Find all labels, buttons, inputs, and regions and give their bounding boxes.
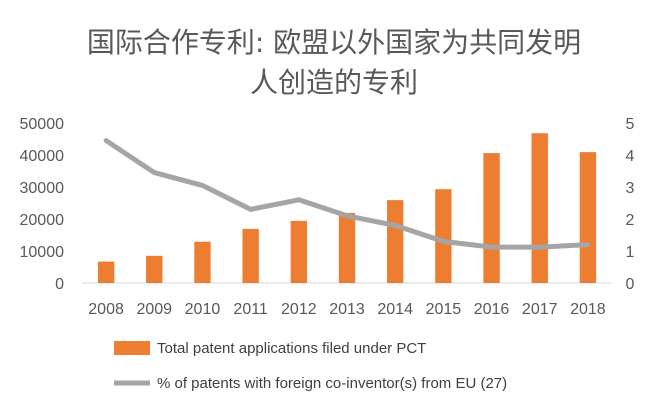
x-axis-tick-label: 2010 xyxy=(185,301,221,318)
x-axis-tick-label: 2016 xyxy=(474,301,510,318)
bar xyxy=(194,241,211,283)
left-axis-tick-label: 10000 xyxy=(20,244,65,261)
legend-bar-label: Total patent applications filed under PC… xyxy=(157,340,426,357)
bar-series xyxy=(97,133,597,283)
chart-title-line-1: 国际合作专利: 欧盟以外国家为共同发明 xyxy=(87,26,581,59)
right-y-axis: 0 1 2 3 4 5 xyxy=(626,116,635,293)
line-series xyxy=(103,138,591,250)
legend-bar-swatch xyxy=(114,341,150,355)
x-axis-tick-label: 2014 xyxy=(377,301,413,318)
legend: Total patent applications filed under PC… xyxy=(114,340,507,392)
right-axis-tick-label: 1 xyxy=(626,244,635,261)
left-axis-tick-label: 50000 xyxy=(20,116,65,133)
left-axis-tick-label: 30000 xyxy=(20,180,65,197)
right-axis-tick-label: 0 xyxy=(626,276,635,293)
bar xyxy=(483,153,500,283)
line-path xyxy=(103,138,591,250)
right-axis-tick-label: 3 xyxy=(626,180,635,197)
right-axis-tick-label: 2 xyxy=(626,212,635,229)
bar xyxy=(338,212,356,283)
legend-line-label: % of patents with foreign co-inventor(s)… xyxy=(157,375,507,392)
left-axis-tick-label: 40000 xyxy=(20,148,65,165)
bar xyxy=(290,220,308,283)
chart-title: 国际合作专利: 欧盟以外国家为共同发明 人创造的专利 xyxy=(87,26,581,99)
x-axis-tick-label: 2013 xyxy=(329,301,365,318)
x-axis-tick-label: 2009 xyxy=(136,301,172,318)
x-axis-tick-label: 2015 xyxy=(426,301,462,318)
bar xyxy=(386,200,404,283)
x-axis-tick-label: 2011 xyxy=(233,301,268,318)
bar xyxy=(579,152,597,283)
x-axis-tick-label: 2017 xyxy=(522,301,558,318)
left-axis-tick-label: 20000 xyxy=(20,212,65,229)
chart-title-line-2: 人创造的专利 xyxy=(250,66,418,99)
left-y-axis: 0 10000 20000 30000 40000 50000 xyxy=(20,116,65,293)
bar xyxy=(97,261,115,283)
x-axis: 2008 2009 2010 2011 2012 2013 2014 2015 2016 2017… xyxy=(82,282,612,318)
bar xyxy=(435,189,452,283)
right-axis-tick-label: 5 xyxy=(626,116,635,133)
right-axis-tick-label: 4 xyxy=(626,148,635,165)
bar xyxy=(531,133,548,283)
x-axis-tick-label: 2018 xyxy=(570,301,606,318)
bar xyxy=(146,255,163,283)
x-axis-tick-label: 2012 xyxy=(281,301,317,318)
x-axis-tick-label: 2008 xyxy=(88,301,124,318)
left-axis-tick-label: 0 xyxy=(55,276,64,293)
bar xyxy=(242,228,259,283)
